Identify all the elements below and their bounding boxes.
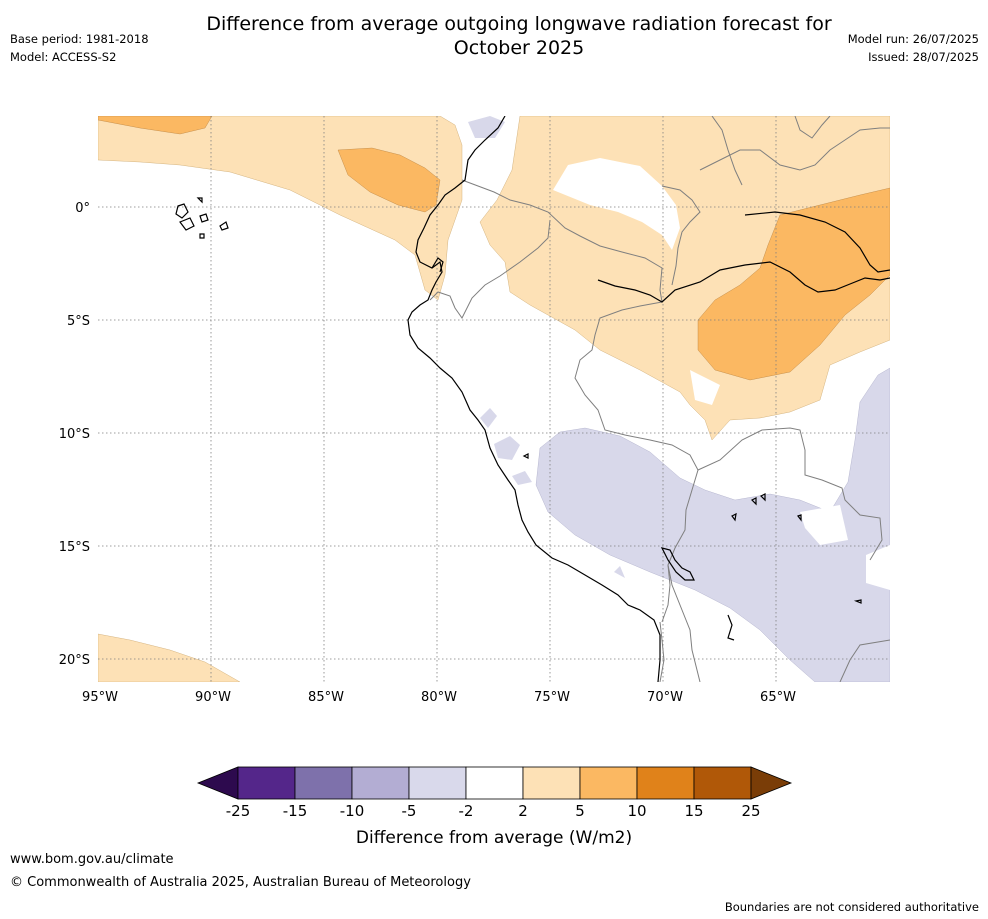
galapagos-espanola (219, 221, 229, 231)
neutral-region-south-2 (800, 505, 848, 545)
border-ecuador-peru (429, 219, 551, 319)
model-name: Model: ACCESS-S2 (10, 50, 117, 64)
lake-small-c (731, 512, 737, 522)
colorbar-cell (693, 766, 752, 800)
lake-small-d (797, 514, 802, 522)
lat-label-0: 0° (75, 201, 90, 216)
anomaly-region-brazil-warm (697, 187, 890, 381)
coastline-gulf (431, 257, 444, 273)
lon-label-80w: 80°W (421, 690, 457, 705)
lat-label-10s: 10°S (59, 427, 90, 442)
colorbar-tick-label: 5 (575, 802, 585, 820)
colorbar-cell (408, 766, 467, 800)
amazon-river (597, 261, 890, 303)
colorbar-tick-label: 25 (741, 802, 760, 820)
galapagos-floreana (199, 233, 205, 239)
lake-small-e (853, 599, 862, 604)
title-line-2: October 2025 (453, 37, 585, 59)
colorbar-tick-label: 2 (518, 802, 528, 820)
colorbar-tick-label: -25 (226, 802, 251, 820)
anomaly-region-nw-corner (98, 116, 213, 135)
border-colombia-venezuela (661, 185, 701, 286)
lon-label-90w: 90°W (195, 690, 231, 705)
colorbar-cell (522, 766, 581, 800)
title-line-1: Difference from average outgoing longwav… (206, 13, 832, 35)
anomaly-region-southwest (98, 633, 241, 682)
colorbar-extend-high (750, 766, 793, 800)
lon-label-70w: 70°W (647, 690, 683, 705)
axis-labels: 0° 5°S 10°S 15°S 20°S 95°W 90°W 85°W 80°… (59, 201, 796, 705)
base-period: Base period: 1981-2018 (10, 32, 149, 46)
border-venezuela-guyana (711, 116, 743, 186)
coastline-south-america (407, 116, 661, 682)
source-url[interactable]: www.bom.gov.au/climate (10, 852, 174, 867)
metadata-right: Model run: 26/07/2025 Issued: 28/07/2025 (848, 30, 979, 66)
lat-label-15s: 15°S (59, 540, 90, 555)
border-bolivia-paraguay (839, 639, 890, 682)
anomaly-region-small-d (614, 566, 625, 578)
lake-poopo (727, 614, 735, 641)
galapagos-santa-cruz (179, 217, 195, 231)
colorbar-cells (196, 766, 793, 800)
copyright-notice: © Commonwealth of Australia 2025, Austra… (10, 875, 471, 890)
colorbar-cell (237, 766, 296, 800)
neutral-region-south-3 (690, 370, 720, 405)
coastlines (175, 116, 890, 682)
border-bolivia-brazil (697, 427, 883, 561)
colorbar-tick-label: 15 (684, 802, 703, 820)
border-colombia-ecuador-peru (461, 179, 663, 303)
colorbar-cell (351, 766, 410, 800)
lon-label-65w: 65°W (760, 690, 796, 705)
lat-label-5s: 5°S (67, 314, 90, 329)
anomaly-region-small-c (512, 471, 532, 485)
anomaly-region-small-b (494, 436, 520, 460)
anomaly-region-pacific-warm (337, 147, 441, 213)
lake-small-b (759, 493, 766, 502)
colorbar-tick-label: -10 (340, 802, 365, 820)
lon-label-85w: 85°W (308, 690, 344, 705)
colorbar-tick-labels: -25 -15 -10 -5 -2 2 5 10 15 25 (226, 802, 761, 820)
colorbar: -25 -15 -10 -5 -2 2 5 10 15 25 Difference from av… (196, 766, 793, 848)
anomaly-region-bolivia-cool (535, 367, 890, 682)
galapagos-san-cristobal (199, 213, 209, 223)
colorbar-extend-low (196, 766, 239, 800)
colorbar-title: Difference from average (W/m2) (356, 828, 632, 848)
border-bolivia-chile (667, 564, 701, 682)
anomaly-region-small-a (480, 408, 497, 428)
border-guyana-suriname (794, 116, 831, 139)
border-venezuela-brazil (699, 127, 890, 171)
lake-titicaca (660, 547, 695, 581)
colorbar-tick-label: -5 (402, 802, 417, 820)
lat-label-20s: 20°S (59, 653, 90, 668)
colorbar-cell (579, 766, 638, 800)
map-title: Difference from average outgoing longwav… (0, 12, 988, 60)
disclaimer: Boundaries are not considered authoritat… (724, 900, 979, 914)
border-peru-brazil (574, 301, 699, 623)
forecast-map: 0° 5°S 10°S 15°S 20°S 95°W 90°W 85°W 80°… (59, 116, 890, 705)
model-run: Model run: 26/07/2025 (847, 32, 979, 46)
lake-small-a (750, 497, 757, 506)
amazon-river-upper (744, 211, 890, 273)
lon-label-75w: 75°W (534, 690, 570, 705)
galapagos-isabela (175, 203, 189, 219)
colorbar-tick-label: 10 (627, 802, 646, 820)
lake-small-f (522, 453, 529, 459)
country-borders (429, 116, 890, 682)
colorbar-tick-label: -2 (459, 802, 474, 820)
colorbar-cell (636, 766, 695, 800)
metadata-left: Base period: 1981-2018 Model: ACCESS-S2 (10, 30, 149, 66)
colorbar-cell (465, 766, 524, 800)
lon-label-95w: 95°W (82, 690, 118, 705)
colorbar-cell (294, 766, 353, 800)
colorbar-tick-label: -15 (283, 802, 308, 820)
galapagos-genovesa (196, 197, 203, 204)
neutral-region-colombia (553, 158, 680, 250)
border-chile-argentina (659, 621, 665, 682)
graticule (98, 116, 890, 682)
anomaly-region-ecuador-cool (468, 116, 505, 138)
issued-date: Issued: 28/07/2025 (868, 50, 979, 64)
